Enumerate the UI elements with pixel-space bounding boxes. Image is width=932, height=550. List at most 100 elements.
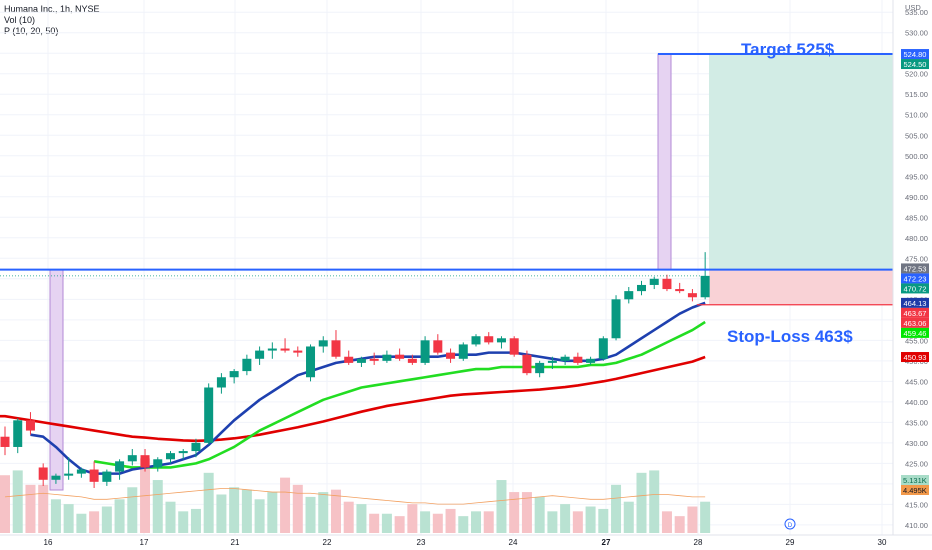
volume-bar	[674, 516, 685, 533]
candle-body	[293, 350, 303, 353]
time-axis-bg	[0, 535, 932, 550]
chart-legend: Humana Inc., 1h, NYSE Vol (10) P (10, 20…	[4, 4, 100, 37]
volume-bar	[25, 484, 36, 533]
candle-body	[611, 299, 621, 339]
price-tick-label: 495.00	[905, 172, 928, 181]
price-tick-label: 510.00	[905, 111, 928, 120]
price-tag	[901, 297, 929, 308]
candle-body	[496, 338, 506, 343]
candle-body	[51, 475, 61, 480]
candle-body	[560, 356, 570, 361]
volume-tag-label: 5.131K	[903, 476, 927, 485]
dividend-marker-letter: D	[788, 523, 793, 529]
candle-body	[573, 356, 583, 363]
price-tick-label: 500.00	[905, 152, 928, 161]
volume-bar	[254, 499, 265, 533]
price-tick-label: 430.00	[905, 439, 928, 448]
zones-layer	[49, 53, 893, 491]
candle-body	[318, 340, 328, 347]
volume-bar	[521, 492, 532, 533]
price-tag-label: 472.23	[904, 274, 927, 283]
price-tick-label: 475.00	[905, 254, 928, 263]
volume-bar	[229, 487, 240, 533]
price-tick-label: 410.00	[905, 521, 928, 530]
candle-body	[547, 360, 557, 363]
price-tag-label: 472.53	[904, 264, 927, 273]
legend-volume[interactable]: Vol (10)	[4, 15, 36, 25]
ma20-line	[93, 320, 706, 469]
volume-tag	[901, 485, 929, 495]
target-label: Target 525$	[741, 40, 835, 59]
candle-body	[420, 340, 430, 363]
candle-body	[255, 350, 265, 359]
volume-bar	[305, 496, 316, 533]
price-tag	[901, 273, 929, 284]
price-tick-label: 490.00	[905, 193, 928, 202]
volume-bar	[483, 511, 494, 533]
volume-bar	[496, 480, 507, 533]
candle-body	[153, 459, 163, 468]
price-tick-label: 485.00	[905, 213, 928, 222]
time-tick-label: 30	[878, 538, 887, 547]
price-tick-label: 455.00	[905, 336, 928, 345]
currency-label: USD	[905, 3, 921, 12]
candle-body	[446, 352, 456, 359]
legend-symbol[interactable]: Humana Inc., 1h, NYSE	[4, 4, 100, 14]
candle-body	[191, 442, 201, 452]
candle-body	[64, 473, 74, 476]
ma50-line	[0, 355, 706, 443]
time-tick-label: 22	[323, 538, 332, 547]
price-tag	[901, 59, 929, 70]
price-tick-label: 415.00	[905, 500, 928, 509]
volume-bar	[12, 470, 23, 533]
candle-body	[395, 354, 405, 359]
volume-bar	[89, 511, 100, 533]
volume-bar	[432, 513, 443, 533]
volume-bar	[534, 496, 545, 533]
price-tick-label: 535.00	[905, 8, 928, 17]
price-tag	[901, 49, 929, 60]
candle-body	[267, 348, 277, 351]
candles-layer	[0, 252, 710, 488]
candle-body	[598, 338, 608, 359]
volume-tag	[901, 475, 929, 485]
price-tick-label: 515.00	[905, 90, 928, 99]
volume-bar	[292, 484, 303, 533]
candle-body	[369, 358, 379, 361]
price-tick-label: 480.00	[905, 234, 928, 243]
annotation-layer: Target 525$ Stop-Loss 463$	[727, 40, 853, 346]
volume-bar	[381, 513, 392, 533]
volume-bar	[407, 504, 418, 533]
candle-body	[89, 469, 99, 482]
volume-bar	[216, 494, 227, 533]
candle-body	[331, 340, 341, 357]
volume-bar	[598, 508, 609, 533]
volume-layer	[0, 458, 711, 533]
candle-body	[700, 275, 710, 298]
volume-bar	[611, 484, 622, 533]
time-tick-label: 17	[140, 538, 149, 547]
price-axis: USD410.00415.00420.00425.00430.00435.004…	[892, 0, 932, 550]
volume-bar	[471, 511, 482, 533]
moving-average-layer	[0, 301, 706, 475]
volume-bar	[190, 508, 201, 533]
volume-bar	[63, 504, 74, 533]
volume-bar	[420, 511, 431, 533]
price-tick-label: 445.00	[905, 377, 928, 386]
stop-loss-label: Stop-Loss 463$	[727, 327, 853, 346]
target-zone	[709, 54, 893, 270]
time-axis: 16 17 21 22 23 24 27 28 29 30 D	[0, 518, 932, 550]
volume-bar	[560, 504, 571, 533]
price-tick-label: 505.00	[905, 131, 928, 140]
candle-body	[38, 467, 48, 480]
legend-moving-averages[interactable]: P (10, 20, 50)	[4, 26, 59, 36]
price-tag	[901, 263, 929, 274]
volume-bar	[114, 499, 125, 533]
volume-bar	[267, 492, 278, 533]
price-tag	[901, 283, 929, 294]
price-tag-label: 463.67	[904, 309, 927, 318]
candle-body	[687, 293, 697, 298]
volume-bar	[572, 511, 583, 533]
candle-body	[140, 455, 150, 468]
